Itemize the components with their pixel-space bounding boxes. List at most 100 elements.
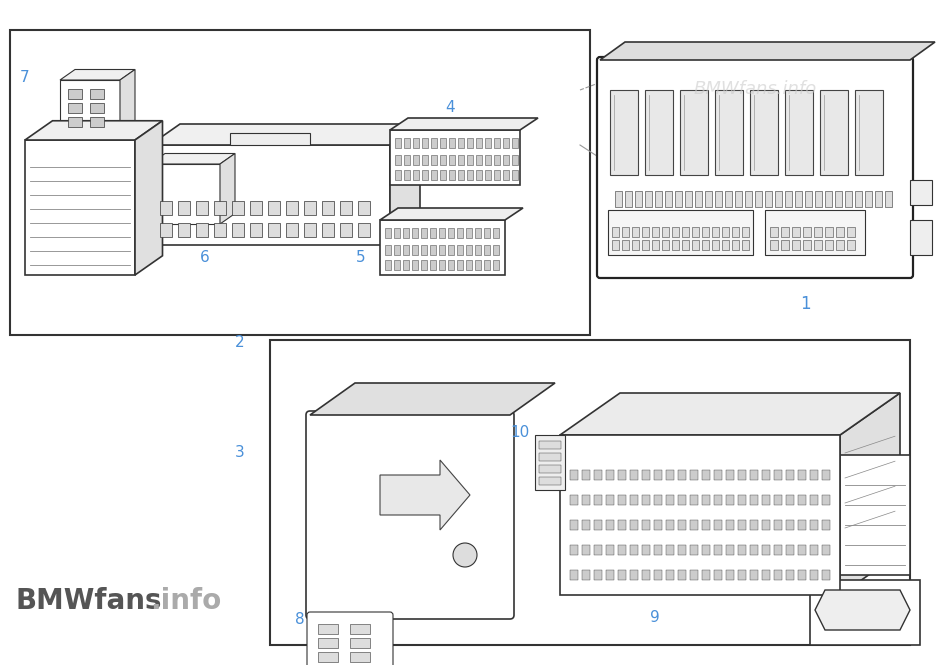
Bar [404, 138, 410, 148]
Bar [457, 245, 463, 255]
Bar [448, 245, 454, 255]
Bar [413, 138, 419, 148]
Bar [742, 227, 749, 237]
Bar [775, 191, 782, 207]
Bar [630, 520, 638, 530]
Bar [612, 240, 619, 250]
Bar [765, 210, 865, 255]
Bar [666, 495, 674, 505]
Bar [750, 495, 758, 505]
Bar [726, 495, 734, 505]
Bar [630, 545, 638, 555]
Bar [810, 520, 818, 530]
Text: 8: 8 [295, 612, 305, 627]
Bar [493, 228, 499, 238]
Bar [457, 228, 463, 238]
Bar [702, 520, 710, 530]
Bar [318, 624, 338, 634]
Bar [394, 260, 400, 270]
Bar [358, 201, 370, 215]
Text: 2: 2 [235, 335, 245, 350]
Bar [560, 435, 840, 595]
Bar [160, 223, 172, 237]
Bar [635, 191, 642, 207]
Bar [430, 245, 436, 255]
Bar [493, 260, 499, 270]
Bar [685, 191, 692, 207]
Bar [582, 470, 590, 480]
Bar [449, 155, 455, 165]
Bar [466, 228, 472, 238]
Bar [618, 470, 626, 480]
Bar [666, 470, 674, 480]
Bar [810, 470, 818, 480]
Bar [815, 191, 822, 207]
Bar [750, 520, 758, 530]
Bar [678, 470, 686, 480]
Bar [725, 191, 732, 207]
Bar [836, 227, 844, 237]
Bar [304, 201, 316, 215]
Bar [412, 245, 418, 255]
Bar [431, 155, 437, 165]
Bar [493, 245, 499, 255]
Bar [606, 520, 614, 530]
Polygon shape [390, 130, 520, 185]
Bar [714, 545, 722, 555]
Bar [494, 170, 500, 180]
Polygon shape [150, 145, 390, 245]
Bar [449, 138, 455, 148]
Bar [439, 228, 445, 238]
Bar [250, 223, 262, 237]
Bar [250, 201, 262, 215]
Bar [814, 227, 822, 237]
Bar [765, 191, 772, 207]
Polygon shape [815, 590, 910, 630]
Bar [786, 545, 794, 555]
Bar [535, 435, 565, 490]
Bar [68, 117, 82, 127]
Bar [90, 103, 104, 113]
Bar [512, 170, 518, 180]
Bar [484, 228, 490, 238]
Bar [394, 245, 400, 255]
Bar [654, 470, 662, 480]
Bar [439, 245, 445, 255]
Bar [645, 191, 652, 207]
Bar [322, 201, 334, 215]
Text: 3: 3 [235, 445, 245, 460]
Bar [785, 191, 792, 207]
Bar [690, 520, 698, 530]
Polygon shape [390, 124, 420, 245]
Bar [714, 495, 722, 505]
Bar [690, 545, 698, 555]
Bar [690, 470, 698, 480]
Bar [675, 191, 682, 207]
Text: 4: 4 [446, 100, 455, 115]
Text: .info: .info [150, 587, 221, 615]
Bar [612, 227, 619, 237]
Bar [476, 138, 482, 148]
Bar [652, 227, 659, 237]
Bar [678, 545, 686, 555]
Bar [606, 545, 614, 555]
Bar [90, 117, 104, 127]
Bar [630, 570, 638, 580]
Bar [722, 240, 729, 250]
Bar [570, 545, 578, 555]
Bar [738, 570, 746, 580]
Bar [230, 133, 310, 145]
Bar [642, 240, 649, 250]
Bar [421, 260, 427, 270]
Polygon shape [25, 121, 162, 140]
Bar [738, 545, 746, 555]
Circle shape [453, 543, 477, 567]
Bar [539, 465, 561, 473]
Bar [755, 191, 762, 207]
Bar [714, 570, 722, 580]
Bar [732, 227, 739, 237]
Bar [732, 240, 739, 250]
Bar [322, 223, 334, 237]
Bar [726, 520, 734, 530]
Bar [232, 201, 244, 215]
